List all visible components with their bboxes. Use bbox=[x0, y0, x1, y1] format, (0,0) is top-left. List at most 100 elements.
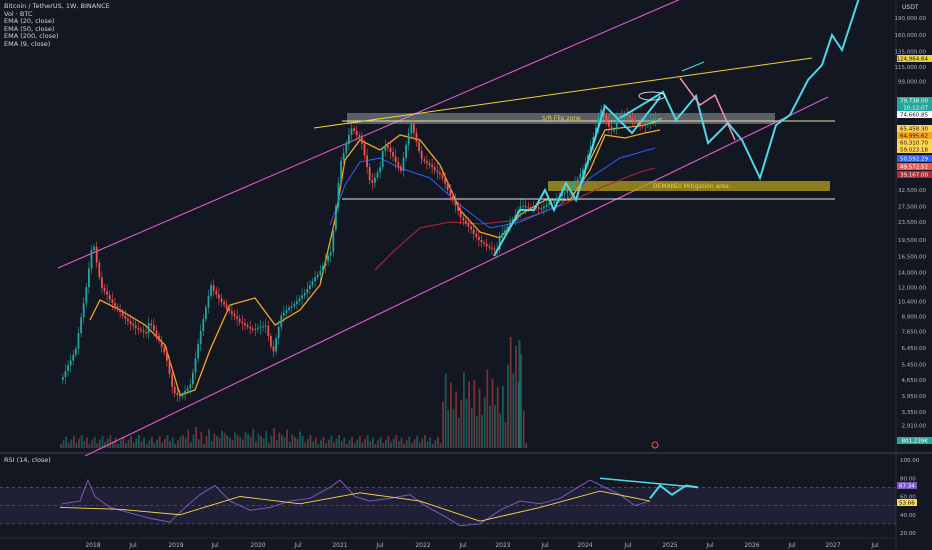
volume-legend[interactable]: Vol · BTC bbox=[4, 9, 33, 18]
candle-body bbox=[332, 229, 335, 252]
ema20-line bbox=[89, 129, 661, 396]
candle-body bbox=[342, 153, 345, 161]
candle-body bbox=[480, 239, 483, 243]
candle-body bbox=[108, 294, 111, 300]
volume-bar bbox=[372, 437, 374, 448]
candle-body bbox=[168, 360, 171, 374]
candle-body bbox=[160, 340, 163, 348]
volume-bar bbox=[507, 364, 509, 448]
candle-body bbox=[241, 321, 244, 324]
candle-body bbox=[628, 115, 631, 119]
candle-body bbox=[251, 328, 254, 330]
volume-bar bbox=[99, 439, 101, 448]
candle-body bbox=[418, 141, 420, 151]
candle-body bbox=[153, 325, 155, 331]
price-axis-label: 3,950.00 bbox=[902, 394, 927, 400]
event-marker bbox=[651, 441, 659, 449]
volume-bar bbox=[413, 439, 416, 448]
candle-body bbox=[163, 347, 166, 353]
volume-bar bbox=[275, 440, 278, 448]
candle-body bbox=[306, 289, 309, 293]
candle-body bbox=[608, 121, 610, 127]
volume-bar bbox=[408, 436, 411, 448]
volume-bar bbox=[434, 440, 437, 448]
volume-bar bbox=[119, 440, 122, 448]
price-axis-label: 7,650.00 bbox=[902, 329, 927, 335]
volume-bar bbox=[450, 382, 452, 448]
price-axis-label: 99,000.00 bbox=[898, 80, 926, 86]
volume-bar bbox=[359, 435, 361, 448]
volume-bar bbox=[140, 441, 143, 448]
rsi-legend[interactable]: RSI (14, close) bbox=[4, 456, 51, 464]
ema9-legend[interactable]: EMA (9, close) bbox=[4, 39, 51, 48]
volume-bar bbox=[356, 439, 359, 448]
volume-bar bbox=[296, 439, 299, 448]
candle-body bbox=[366, 155, 368, 168]
volume-tag-label: 801.239K bbox=[902, 439, 929, 445]
candle-body bbox=[257, 327, 259, 329]
candle-body bbox=[69, 360, 72, 366]
ema50-legend[interactable]: EMA (50, close) bbox=[4, 24, 55, 33]
symbol-title[interactable]: Bitcoin / TetherUS, 1W, BINANCE bbox=[4, 2, 110, 10]
volume-bar bbox=[398, 441, 400, 448]
volume-bar bbox=[177, 440, 179, 448]
candle-body bbox=[537, 207, 540, 209]
price-axis-label: 135,000.00 bbox=[895, 49, 927, 55]
candle-body bbox=[101, 277, 103, 288]
volume-bar bbox=[80, 435, 83, 448]
candle-body bbox=[530, 207, 532, 209]
candle-body bbox=[540, 208, 543, 210]
candle-body bbox=[244, 323, 246, 326]
time-axis-label: 2027 bbox=[825, 542, 840, 549]
price-tag-label: 39,167.00 bbox=[900, 173, 928, 179]
ema200-legend[interactable]: EMA (200, close) bbox=[4, 32, 59, 40]
ema20-legend[interactable]: EMA (20, close) bbox=[4, 17, 55, 25]
volume-bar bbox=[361, 442, 364, 448]
candle-body bbox=[410, 123, 413, 134]
volume-bar bbox=[478, 388, 481, 448]
volume-bar bbox=[346, 444, 348, 448]
volume-bar bbox=[338, 435, 340, 448]
volume-bar bbox=[156, 439, 158, 448]
volume-bar bbox=[327, 439, 330, 448]
candle-body bbox=[657, 118, 660, 120]
candle-body bbox=[452, 195, 454, 201]
volume-bar bbox=[309, 435, 312, 448]
candle-body bbox=[491, 247, 493, 249]
candle-body bbox=[441, 174, 444, 179]
candle-body bbox=[433, 167, 436, 171]
candle-body bbox=[140, 329, 142, 331]
price-tag-bg bbox=[897, 97, 932, 104]
volume-bar bbox=[465, 398, 468, 448]
candle-body bbox=[314, 277, 316, 282]
volume-bar bbox=[489, 406, 491, 448]
candle-body bbox=[605, 116, 608, 122]
candle-body bbox=[171, 373, 173, 387]
candle-body bbox=[610, 126, 613, 131]
time-axis-label: Jul bbox=[705, 542, 714, 549]
price-axis-label: 4,650.00 bbox=[902, 378, 927, 384]
volume-bar bbox=[439, 443, 442, 448]
candle-body bbox=[579, 174, 582, 180]
candle-body bbox=[548, 203, 550, 205]
candle-body bbox=[283, 312, 285, 316]
volume-bar bbox=[512, 373, 515, 448]
volume-bar bbox=[106, 438, 109, 448]
candle-body bbox=[563, 192, 566, 194]
candle-body bbox=[465, 220, 467, 224]
volume-bar bbox=[353, 443, 356, 448]
price-tag-bg bbox=[897, 146, 932, 153]
volume-bar bbox=[307, 438, 309, 448]
volume-bar bbox=[491, 378, 494, 448]
volume-bar bbox=[286, 429, 288, 448]
volume-bar bbox=[268, 443, 270, 448]
candle-body bbox=[439, 172, 441, 175]
candle-body bbox=[389, 147, 392, 153]
volume-bar bbox=[223, 433, 226, 448]
candle-body bbox=[420, 150, 423, 160]
candle-body bbox=[639, 123, 641, 126]
volume-bar bbox=[343, 437, 346, 448]
volume-bar bbox=[151, 436, 153, 448]
volume-bar bbox=[262, 438, 265, 448]
